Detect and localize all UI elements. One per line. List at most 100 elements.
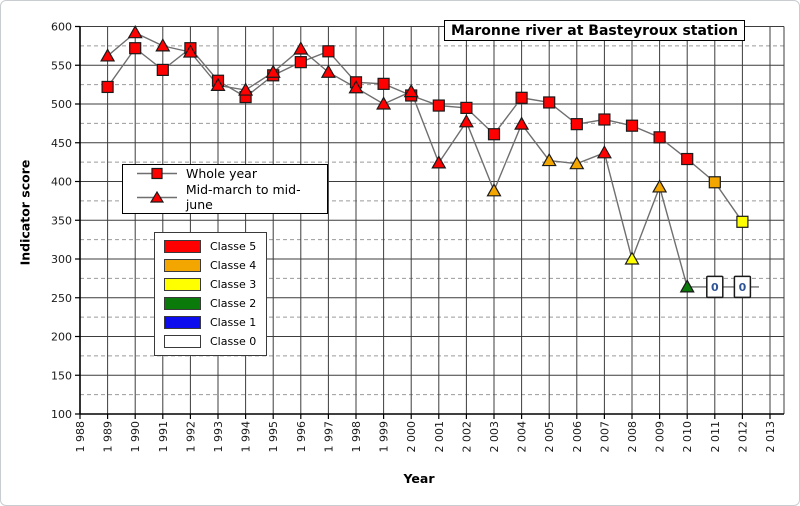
x-tick-label: 1 992 bbox=[184, 421, 197, 453]
series-legend-item: Mid-march to mid-june bbox=[135, 182, 327, 212]
whole-year-marker bbox=[377, 77, 390, 90]
mid-march-marker bbox=[210, 77, 226, 92]
whole-year-marker bbox=[460, 101, 473, 114]
whole-year-marker bbox=[515, 91, 528, 104]
x-tick-label: 2 000 bbox=[405, 421, 418, 453]
whole-year-marker bbox=[487, 128, 501, 141]
zero-score-marker bbox=[733, 275, 752, 299]
class-color-swatch bbox=[164, 297, 201, 310]
x-tick-label: 2 006 bbox=[571, 421, 584, 453]
x-tick-label: 2 010 bbox=[681, 421, 694, 453]
y-tick-label: 500 bbox=[51, 98, 72, 111]
y-tick-label: 550 bbox=[51, 59, 72, 72]
x-tick-label: 2 002 bbox=[460, 421, 473, 453]
whole-year-marker bbox=[129, 42, 142, 55]
mid-march-marker bbox=[265, 64, 281, 78]
class-color-swatch bbox=[164, 240, 201, 253]
whole-year-marker bbox=[101, 80, 114, 94]
mid-march-marker bbox=[293, 41, 309, 55]
class-legend-label: Classe 5 bbox=[210, 240, 257, 253]
x-tick-label: 2 007 bbox=[598, 421, 611, 453]
x-tick-label: 1 989 bbox=[102, 421, 115, 453]
class-legend-item: Classe 4 bbox=[164, 259, 266, 272]
y-tick-label: 200 bbox=[51, 331, 72, 344]
class-legend-item: Classe 5 bbox=[164, 240, 266, 253]
y-tick-label: 450 bbox=[51, 137, 72, 150]
class-color-swatch bbox=[164, 259, 201, 272]
whole-year-marker bbox=[543, 96, 556, 109]
x-tick-label: 2 012 bbox=[736, 421, 749, 453]
mid-march-marker bbox=[155, 38, 171, 52]
mid-march-marker bbox=[514, 116, 530, 130]
whole-year-marker bbox=[322, 45, 335, 58]
x-tick-label: 2 008 bbox=[626, 421, 639, 453]
x-tick-label: 1 994 bbox=[240, 421, 253, 453]
x-tick-label: 1 988 bbox=[74, 421, 87, 453]
series-legend: Whole year Mid-march to mid-june bbox=[122, 164, 328, 214]
class-color-swatch bbox=[164, 278, 201, 291]
x-tick-label: 2 003 bbox=[488, 421, 501, 453]
x-tick-label: 1 995 bbox=[267, 421, 280, 453]
mid-march-marker bbox=[486, 183, 502, 197]
whole-year-marker bbox=[736, 215, 749, 228]
class-legend-label: Classe 3 bbox=[210, 278, 257, 291]
class-legend-item: Classe 3 bbox=[164, 278, 266, 291]
y-tick-label: 100 bbox=[51, 408, 72, 421]
series-legend-item: Whole year bbox=[135, 166, 327, 181]
whole-year-marker bbox=[432, 99, 445, 112]
mid-march-marker bbox=[431, 155, 447, 169]
x-tick-label: 2 009 bbox=[654, 421, 667, 453]
x-tick-label: 2 001 bbox=[433, 421, 446, 453]
mid-march-marker bbox=[679, 279, 695, 293]
whole-year-marker bbox=[156, 63, 169, 77]
series-legend-label: Mid-march to mid-june bbox=[185, 182, 301, 212]
y-tick-label: 400 bbox=[51, 176, 72, 189]
x-tick-label: 2 004 bbox=[516, 421, 529, 453]
mid-march-marker bbox=[348, 80, 364, 94]
class-legend-label: Classe 1 bbox=[210, 316, 257, 329]
mid-march-marker bbox=[376, 96, 392, 110]
x-axis-label: Year bbox=[403, 471, 435, 486]
whole-year-marker bbox=[681, 152, 694, 166]
mid-march-marker bbox=[182, 44, 198, 58]
x-tick-label: 1 996 bbox=[295, 421, 308, 453]
x-tick-label: 1 990 bbox=[129, 421, 142, 453]
x-tick-label: 1 998 bbox=[350, 421, 363, 453]
x-tick-label: 1 993 bbox=[212, 421, 225, 453]
whole-year-marker bbox=[625, 119, 639, 132]
x-tick-label: 1 999 bbox=[378, 421, 391, 453]
triangle-marker-icon bbox=[137, 190, 177, 203]
class-legend: Classe 5 Classe 4 Classe 3 Classe 2 Classe 1… bbox=[154, 232, 267, 356]
mid-march-marker bbox=[403, 83, 419, 98]
zero-score-label: 0 bbox=[739, 281, 747, 294]
whole-year-marker bbox=[653, 131, 666, 144]
mid-march-marker bbox=[624, 251, 640, 265]
y-tick-label: 250 bbox=[51, 292, 72, 305]
class-color-swatch bbox=[164, 316, 201, 329]
whole-year-marker bbox=[294, 56, 307, 69]
y-axis-label: Indicator score bbox=[17, 159, 33, 266]
class-legend-label: Classe 2 bbox=[210, 297, 257, 310]
class-legend-label: Classe 0 bbox=[210, 335, 257, 348]
class-legend-item: Classe 2 bbox=[164, 297, 266, 310]
whole-year-marker bbox=[708, 176, 721, 189]
mid-march-marker bbox=[238, 82, 254, 96]
class-color-swatch bbox=[164, 335, 201, 348]
series-legend-label: Whole year bbox=[186, 166, 257, 181]
mid-march-marker bbox=[458, 114, 474, 128]
y-tick-label: 350 bbox=[51, 214, 72, 227]
square-marker-icon bbox=[137, 167, 177, 180]
y-tick-label: 300 bbox=[51, 253, 72, 266]
x-tick-label: 1 997 bbox=[322, 421, 335, 453]
mid-march-marker bbox=[100, 48, 116, 62]
mid-march-marker bbox=[652, 179, 668, 193]
mid-march-marker bbox=[596, 145, 612, 159]
y-tick-label: 150 bbox=[51, 369, 72, 382]
chart-title: Maronne river at Basteyroux station bbox=[444, 20, 745, 41]
x-tick-label: 1 991 bbox=[157, 421, 170, 453]
y-tick-label: 600 bbox=[51, 21, 72, 34]
zero-score-marker bbox=[706, 275, 724, 299]
whole-year-marker bbox=[598, 113, 611, 126]
